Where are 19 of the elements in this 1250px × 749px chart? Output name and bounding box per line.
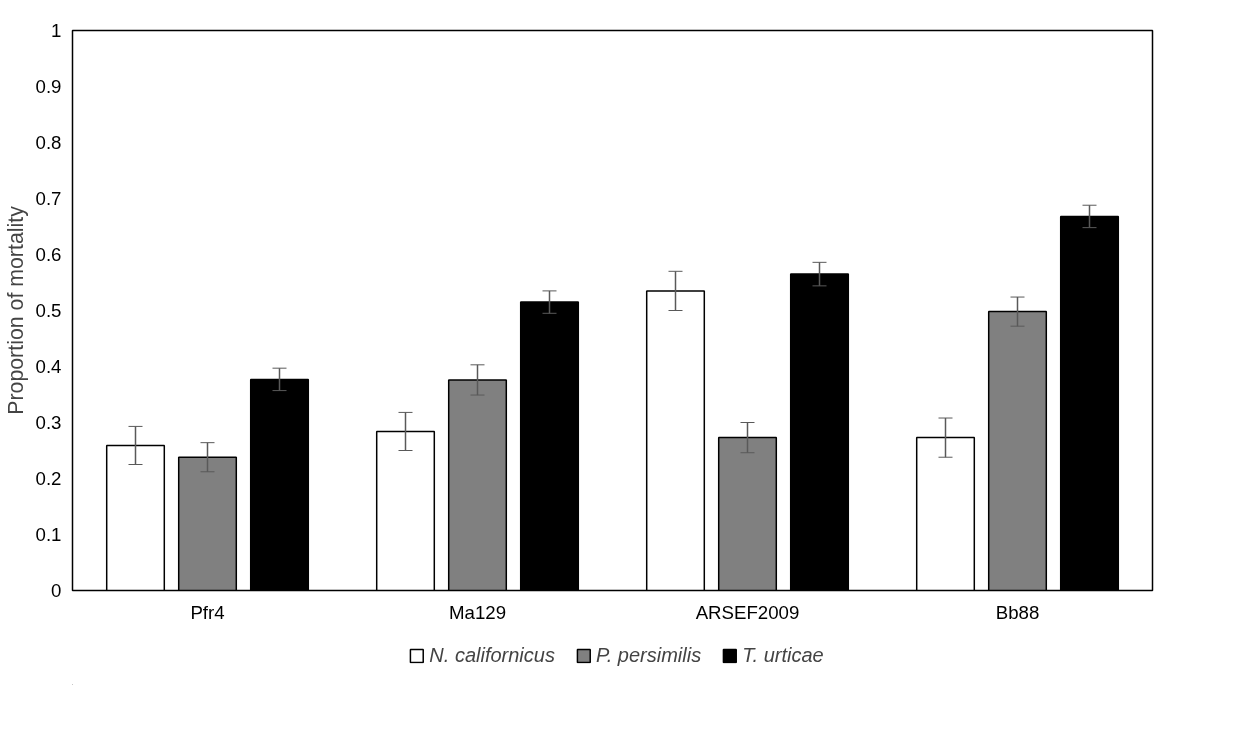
y-tick-label: 0.3: [35, 412, 62, 433]
x-tick-label: Bb88: [995, 601, 1040, 623]
y-tick-label: 0.9: [35, 76, 62, 97]
y-tick-label: 0.2: [35, 468, 62, 489]
legend-label: T. urticae: [742, 643, 824, 667]
y-tick-label: 0.6: [35, 244, 62, 265]
y-tick-label: 0.4: [35, 356, 62, 377]
y-tick-label: 0.7: [35, 188, 62, 209]
y-tick-label: 0.5: [35, 300, 62, 321]
x-tick-label: ARSEF2009: [695, 601, 800, 623]
x-tick-label: Ma129: [448, 601, 507, 623]
y-tick-label: 0.8: [35, 132, 62, 153]
y-axis-title: Proportion of mortality: [3, 205, 28, 415]
legend-label: N. californicus: [429, 643, 555, 667]
x-tick-label: Pfr4: [190, 601, 225, 623]
y-tick-label: 0: [51, 580, 62, 601]
y-tick-label: 1: [51, 20, 62, 41]
legend-label: P. persimilis: [595, 643, 702, 667]
y-tick-label: 0.1: [35, 524, 62, 545]
